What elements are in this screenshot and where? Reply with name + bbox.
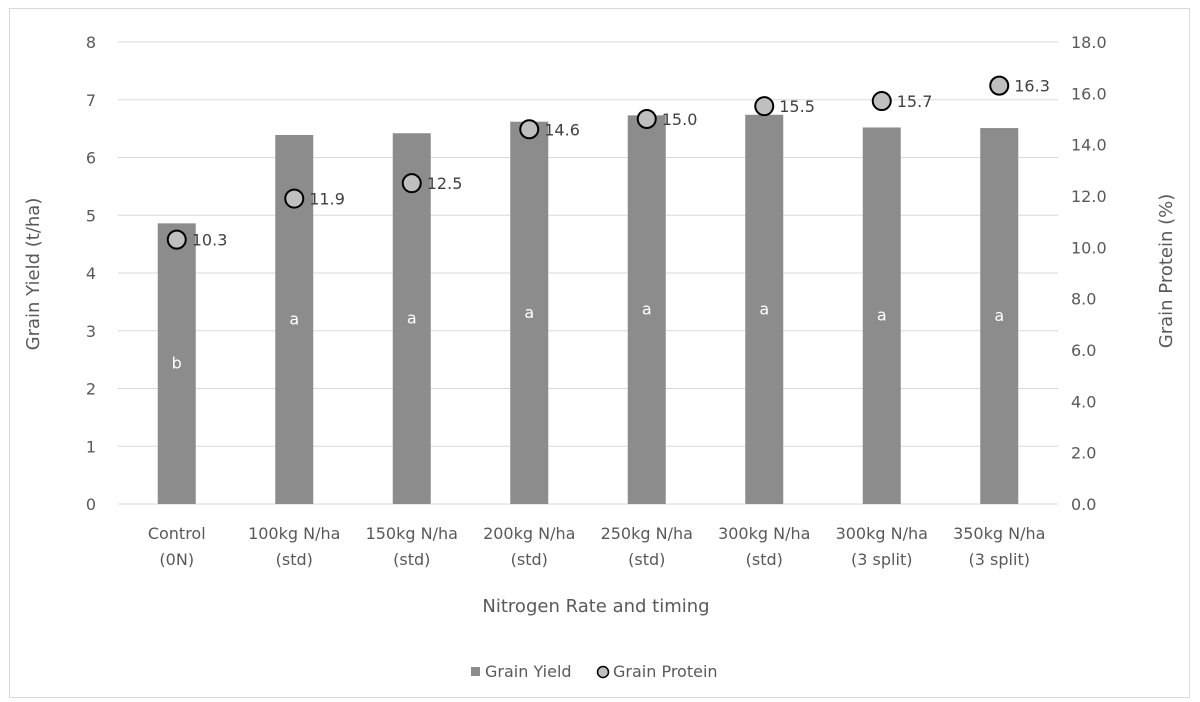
y2-tick-label: 0.0 xyxy=(1071,495,1096,514)
bar-grain-yield xyxy=(392,133,431,504)
y-tick-label: 5 xyxy=(86,206,96,225)
point-grain-protein xyxy=(519,119,540,140)
y2-tick-label: 18.0 xyxy=(1071,33,1107,52)
y-tick-label: 3 xyxy=(86,322,96,341)
x-category-label: 300kg N/ha xyxy=(836,524,928,543)
bar-grain-yield xyxy=(980,128,1019,505)
data-label-grain-protein: 15.7 xyxy=(897,92,933,111)
point-grain-protein xyxy=(284,188,305,209)
x-category-label: 250kg N/ha xyxy=(601,524,693,543)
y-tick-label: 8 xyxy=(86,33,96,52)
significance-labels: b a a a a a a a xyxy=(172,299,1004,372)
x-category-label: 300kg N/ha xyxy=(718,524,810,543)
y-tick-label: 0 xyxy=(86,495,96,514)
x-category-label: 200kg N/ha xyxy=(483,524,575,543)
legend-label-grain-protein: Grain Protein xyxy=(613,662,718,681)
point-grain-protein xyxy=(754,96,775,117)
y-tick-label: 4 xyxy=(86,264,96,283)
x-category-label: Control xyxy=(148,524,206,543)
data-label-grain-protein: 14.6 xyxy=(544,120,580,139)
y2-tick-label: 14.0 xyxy=(1071,136,1107,155)
protein-data-labels: 10.3 11.9 12.5 14.6 15.0 15.5 15.7 16.3 xyxy=(192,77,1050,250)
point-grain-protein xyxy=(636,109,657,129)
point-grain-protein xyxy=(989,75,1010,96)
y-axis-title: Grain Yield (t/ha) xyxy=(23,198,44,351)
x-category-label: (std) xyxy=(276,550,313,569)
data-label-grain-protein: 15.5 xyxy=(779,97,815,116)
y-tick-label: 1 xyxy=(86,437,96,456)
significance-label: a xyxy=(759,299,769,318)
x-category-label: (3 split) xyxy=(969,550,1030,569)
legend-label-grain-yield: Grain Yield xyxy=(485,662,572,681)
y2-tick-label: 4.0 xyxy=(1071,392,1096,411)
significance-label: a xyxy=(524,303,534,322)
x-category-labels: Control (0N) 100kg N/ha (std) 150kg N/ha (std… xyxy=(148,524,1046,569)
data-label-grain-protein: 16.3 xyxy=(1014,77,1050,96)
point-grain-protein xyxy=(401,173,422,194)
data-label-grain-protein: 15.0 xyxy=(662,110,698,129)
y2-tick-label: 8.0 xyxy=(1071,290,1096,309)
gridlines xyxy=(118,41,1058,505)
y2-tick-label: 2.0 xyxy=(1071,444,1096,463)
significance-label: a xyxy=(289,309,299,328)
x-category-label: 350kg N/ha xyxy=(953,524,1045,543)
x-category-label: (3 split) xyxy=(851,550,912,569)
y-tick-label: 7 xyxy=(86,91,96,110)
y2-tick-label: 10.0 xyxy=(1071,238,1107,257)
bar-grain-yield xyxy=(157,223,196,504)
legend-swatch-grain-protein xyxy=(596,665,610,679)
x-category-label: (std) xyxy=(393,550,430,569)
legend-swatch-grain-yield xyxy=(471,667,480,676)
bar-grain-yield xyxy=(862,127,901,504)
y2-tick-label: 12.0 xyxy=(1071,187,1107,206)
significance-label: a xyxy=(877,306,887,325)
bar-grain-yield xyxy=(510,121,549,504)
data-label-grain-protein: 12.5 xyxy=(427,174,463,193)
bars xyxy=(157,114,1019,505)
bar-grain-yield xyxy=(745,114,784,504)
legend: Grain Yield Grain Protein xyxy=(471,662,718,681)
y-tick-labels: 0 1 2 3 4 5 6 7 8 xyxy=(86,33,96,514)
bar-grain-yield xyxy=(627,115,666,504)
x-axis-title: Nitrogen Rate and timing xyxy=(482,596,709,617)
x-category-label: (std) xyxy=(511,550,548,569)
y-tick-label: 2 xyxy=(86,380,96,399)
data-label-grain-protein: 10.3 xyxy=(192,231,228,250)
y-tick-label: 6 xyxy=(86,149,96,168)
y2-tick-label: 6.0 xyxy=(1071,341,1096,360)
protein-points xyxy=(166,75,1010,250)
significance-label: a xyxy=(994,306,1004,325)
x-category-label: (0N) xyxy=(159,550,194,569)
significance-label: a xyxy=(407,309,417,328)
y2-tick-labels: 0.0 2.0 4.0 6.0 8.0 10.0 12.0 14.0 16.0 18.0 xyxy=(1071,33,1107,514)
x-category-label: (std) xyxy=(628,550,665,569)
y2-tick-label: 16.0 xyxy=(1071,84,1107,103)
point-grain-protein xyxy=(166,229,187,250)
point-grain-protein xyxy=(871,91,892,112)
x-category-label: 100kg N/ha xyxy=(248,524,340,543)
significance-label: b xyxy=(172,354,182,373)
x-category-label: 150kg N/ha xyxy=(366,524,458,543)
x-category-label: (std) xyxy=(746,550,783,569)
data-label-grain-protein: 11.9 xyxy=(309,190,345,209)
y2-axis-title: Grain Protein (%) xyxy=(1156,194,1177,348)
significance-label: a xyxy=(642,300,652,319)
